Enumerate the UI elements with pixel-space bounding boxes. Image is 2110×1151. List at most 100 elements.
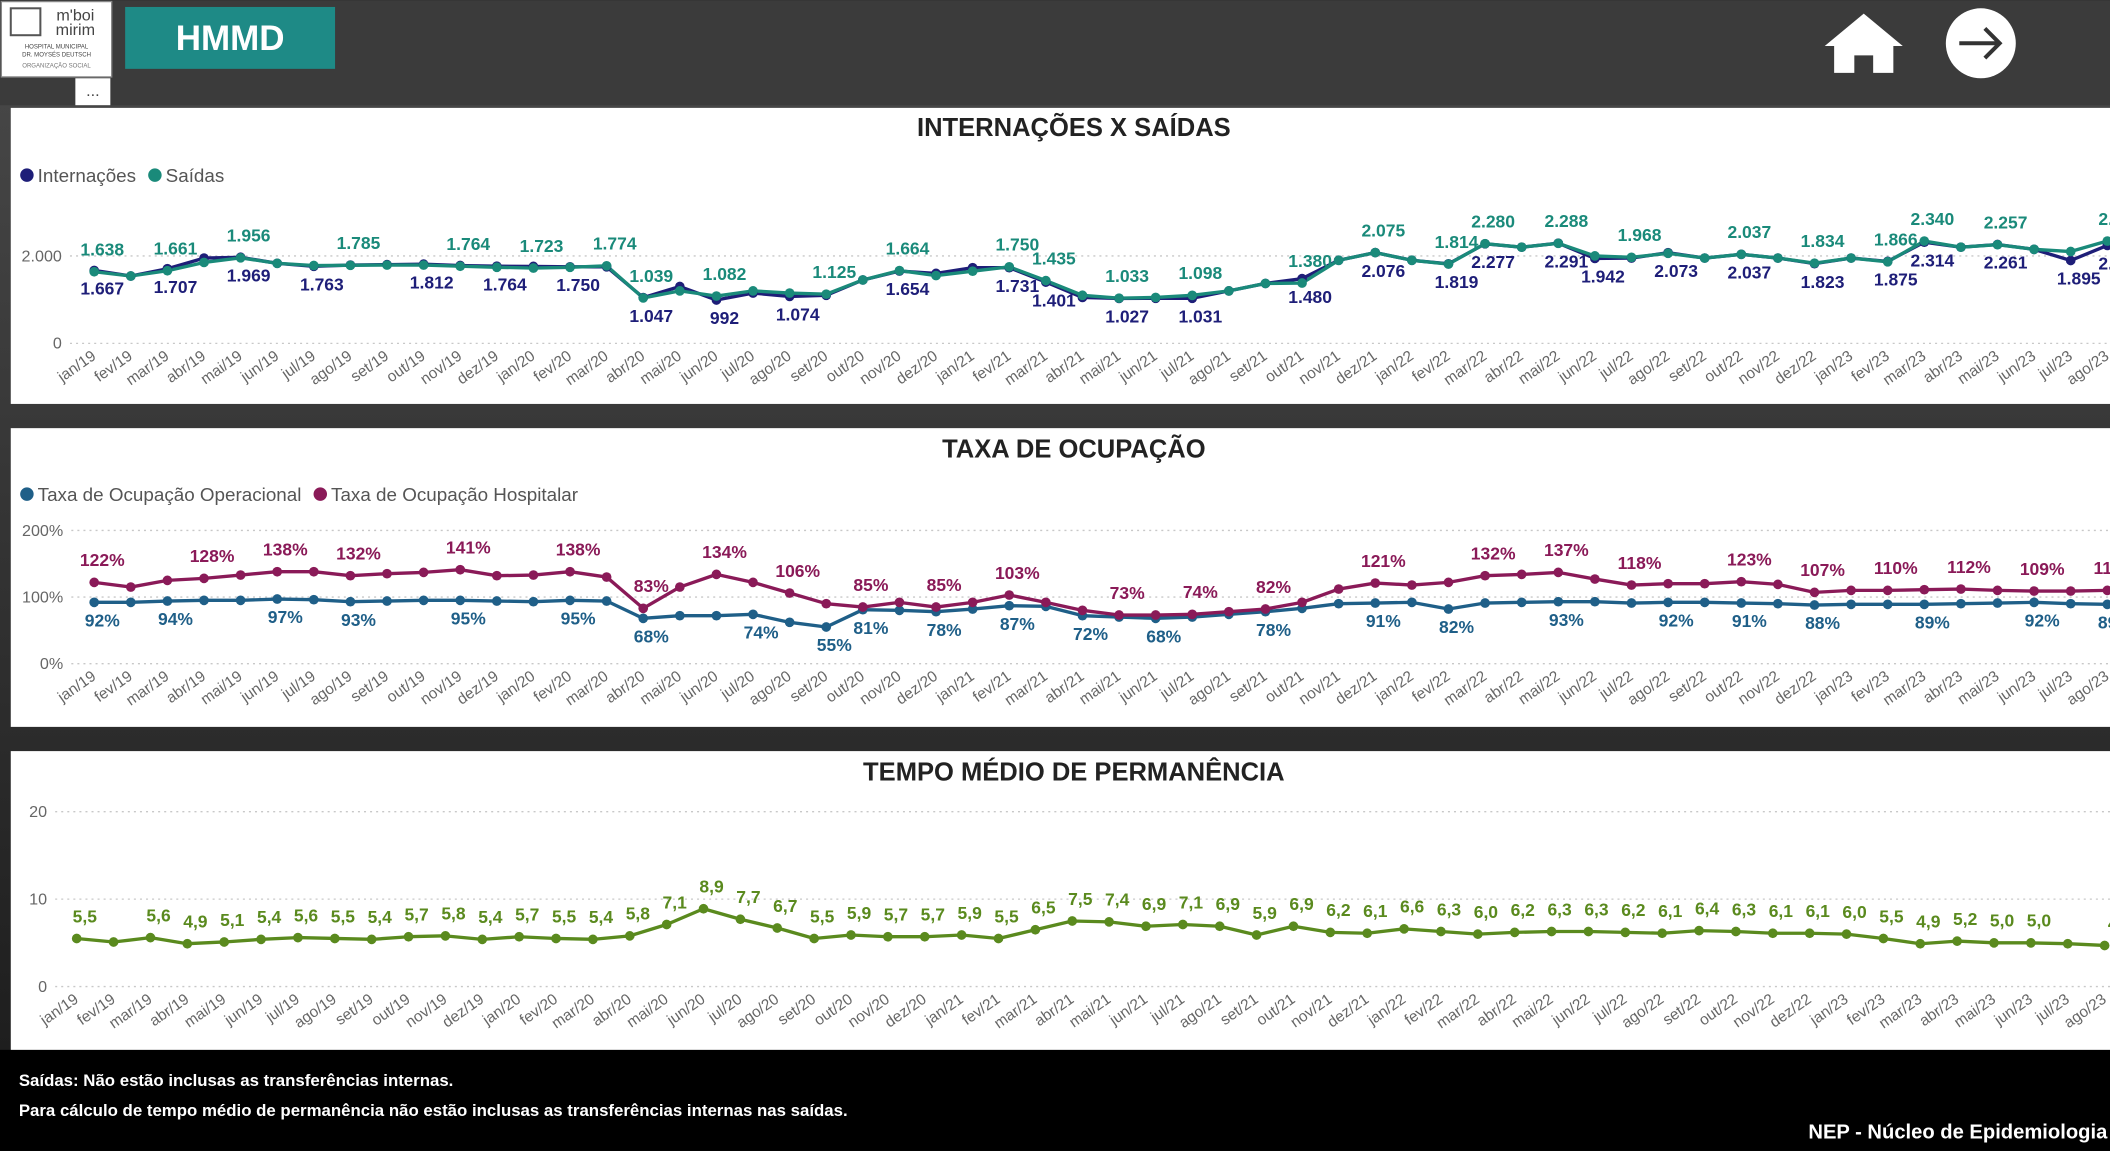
data-label: 82% — [1256, 577, 1291, 597]
data-label: 2.24 — [2098, 254, 2110, 274]
point — [821, 598, 832, 609]
point — [1919, 599, 1930, 610]
data-label: 5,5 — [1879, 906, 1904, 926]
point — [308, 594, 319, 605]
data-label: 141% — [446, 538, 491, 558]
data-label: 6,5 — [1031, 898, 1056, 918]
data-label: 92% — [2025, 611, 2060, 631]
badge — [125, 6, 336, 69]
point — [1882, 256, 1893, 267]
data-label: 5,8 — [441, 904, 466, 924]
point — [2102, 236, 2110, 246]
logo-text: m'boi — [56, 6, 94, 24]
logo-icon — [9, 7, 42, 37]
point — [674, 610, 685, 621]
point — [1694, 925, 1704, 936]
point — [403, 931, 414, 942]
data-label: 2.314 — [1910, 250, 1954, 270]
point — [1150, 292, 1161, 303]
point — [1407, 597, 1417, 608]
data-label: 4,9 — [1916, 912, 1941, 932]
data-label: 6,1 — [1769, 901, 1794, 921]
point — [418, 595, 429, 606]
point — [1809, 600, 1820, 610]
point — [601, 572, 612, 582]
data-label: 1.125 — [812, 262, 856, 282]
point — [89, 577, 100, 588]
point — [89, 597, 100, 608]
panel — [10, 751, 2110, 1050]
point — [821, 622, 832, 632]
point — [108, 937, 119, 947]
point — [1325, 927, 1336, 938]
series-line — [93, 568, 2108, 617]
data-label: 6,1 — [1658, 901, 1683, 921]
legend-label: Saídas — [166, 165, 225, 186]
next-button[interactable] — [1945, 8, 2016, 79]
point — [1736, 576, 1747, 587]
data-label: 1.661 — [154, 239, 198, 259]
data-label: 1.763 — [300, 274, 344, 294]
point — [711, 610, 722, 621]
point — [1657, 928, 1668, 939]
data-label: 6,2 — [1326, 900, 1351, 920]
point — [1516, 569, 1527, 580]
data-label: 103% — [995, 563, 1040, 583]
point — [1952, 936, 1962, 946]
legend-label: Taxa de Ocupação Operacional — [38, 484, 302, 505]
point — [1362, 928, 1373, 939]
data-label: 1.031 — [1178, 307, 1222, 327]
data-label: 1.074 — [776, 305, 820, 325]
point — [235, 570, 246, 580]
data-label: 87% — [1000, 614, 1035, 634]
legend-marker — [313, 487, 328, 501]
point — [1956, 242, 1966, 253]
y-tick-label: 2.000 — [22, 247, 62, 265]
data-label: 1.875 — [1874, 270, 1918, 290]
data-label: 73% — [1110, 583, 1145, 603]
data-label: 1.750 — [995, 235, 1039, 255]
point — [638, 603, 649, 614]
point — [601, 596, 612, 606]
data-label: 112% — [1947, 557, 1991, 577]
point — [565, 566, 575, 577]
data-label: 74% — [1183, 582, 1218, 602]
point — [1915, 938, 1926, 949]
home-button[interactable] — [1824, 13, 1903, 73]
point — [1114, 610, 1124, 620]
legend-label: Internações — [38, 165, 136, 186]
data-label: 1.033 — [1105, 266, 1149, 286]
data-label: 1.082 — [703, 264, 747, 284]
point — [748, 286, 758, 296]
point — [772, 923, 783, 933]
data-label: 6,0 — [1474, 902, 1498, 922]
data-label: 1.764 — [446, 234, 490, 254]
series-line — [76, 907, 2105, 948]
point — [308, 260, 319, 271]
data-label: 2.277 — [1471, 252, 1515, 272]
point — [1767, 928, 1778, 939]
point — [491, 570, 502, 581]
point — [2065, 598, 2076, 609]
legend-label: Taxa de Ocupação Hospitalar — [331, 484, 578, 505]
point — [1919, 236, 1930, 246]
point — [1297, 278, 1307, 288]
data-label: 1.764 — [483, 274, 527, 294]
point — [748, 609, 758, 620]
legend-marker — [20, 487, 34, 501]
data-label: 1.480 — [1288, 287, 1332, 307]
data-label: 138% — [556, 540, 601, 560]
badge-text: HMMD — [176, 19, 285, 58]
point — [329, 933, 340, 944]
menu[interactable]: ... — [86, 82, 99, 100]
point — [162, 596, 173, 606]
data-label: 6,3 — [1437, 899, 1462, 919]
data-label: 1.956 — [227, 226, 271, 246]
menu-box[interactable] — [75, 78, 111, 106]
y-tick-label: 0 — [38, 978, 47, 996]
point — [1882, 585, 1893, 596]
point — [528, 570, 539, 580]
data-label: 1.027 — [1105, 307, 1149, 327]
point — [931, 270, 941, 281]
